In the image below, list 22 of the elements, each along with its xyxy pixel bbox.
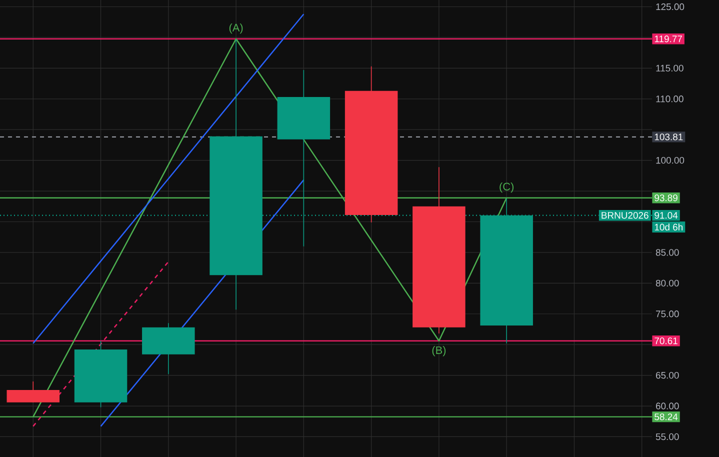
y-tick-label: 65.00 (656, 372, 679, 379)
ref-line-label: 119.77 (654, 36, 682, 42)
y-tick-label: 100.00 (656, 156, 684, 164)
y-tick-label: 125.00 (656, 3, 684, 10)
ref-line-label: 103.81 (654, 134, 683, 140)
line-series (32, 13, 304, 344)
y-tick-label: 75.00 (656, 310, 679, 318)
ref-line-label: 70.61 (654, 337, 678, 344)
y-tick-label: 115.00 (656, 64, 684, 72)
y-tick-label: 55.00 (656, 433, 679, 440)
y-tick-label: 80.00 (656, 280, 679, 287)
ref-line-label: 93.89 (654, 194, 678, 202)
ref-line-label: 91.04 (654, 212, 678, 219)
y-tick-label: 110.00 (656, 96, 684, 102)
ref-line-label: 58.24 (654, 413, 678, 420)
annotation: (B) (432, 346, 446, 356)
text: 10d 6h (654, 224, 683, 231)
y-tick-label: 60.00 (656, 402, 679, 410)
annotation: (A) (229, 23, 243, 34)
annotation: (C) (500, 182, 514, 193)
y-tick-label: 85.00 (656, 249, 679, 256)
annotation: BRNU2026 (602, 212, 648, 219)
